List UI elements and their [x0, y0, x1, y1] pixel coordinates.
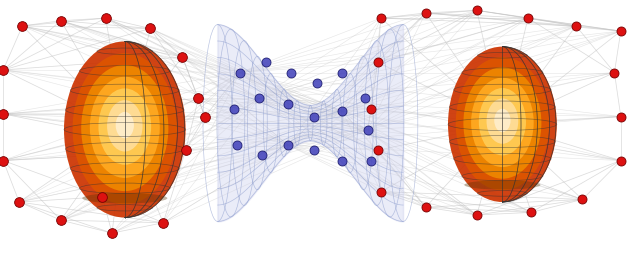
- Ellipse shape: [81, 65, 168, 191]
- Ellipse shape: [465, 180, 540, 190]
- Ellipse shape: [99, 88, 151, 165]
- Ellipse shape: [90, 77, 160, 178]
- Ellipse shape: [494, 109, 511, 132]
- Ellipse shape: [107, 100, 143, 152]
- Ellipse shape: [471, 78, 534, 167]
- Polygon shape: [218, 25, 403, 221]
- Ellipse shape: [72, 53, 177, 204]
- Ellipse shape: [83, 193, 168, 204]
- Ellipse shape: [486, 98, 518, 144]
- Ellipse shape: [448, 47, 557, 202]
- Ellipse shape: [463, 67, 541, 179]
- Ellipse shape: [479, 88, 526, 155]
- Ellipse shape: [456, 57, 549, 190]
- Ellipse shape: [64, 41, 186, 218]
- Ellipse shape: [116, 112, 134, 138]
